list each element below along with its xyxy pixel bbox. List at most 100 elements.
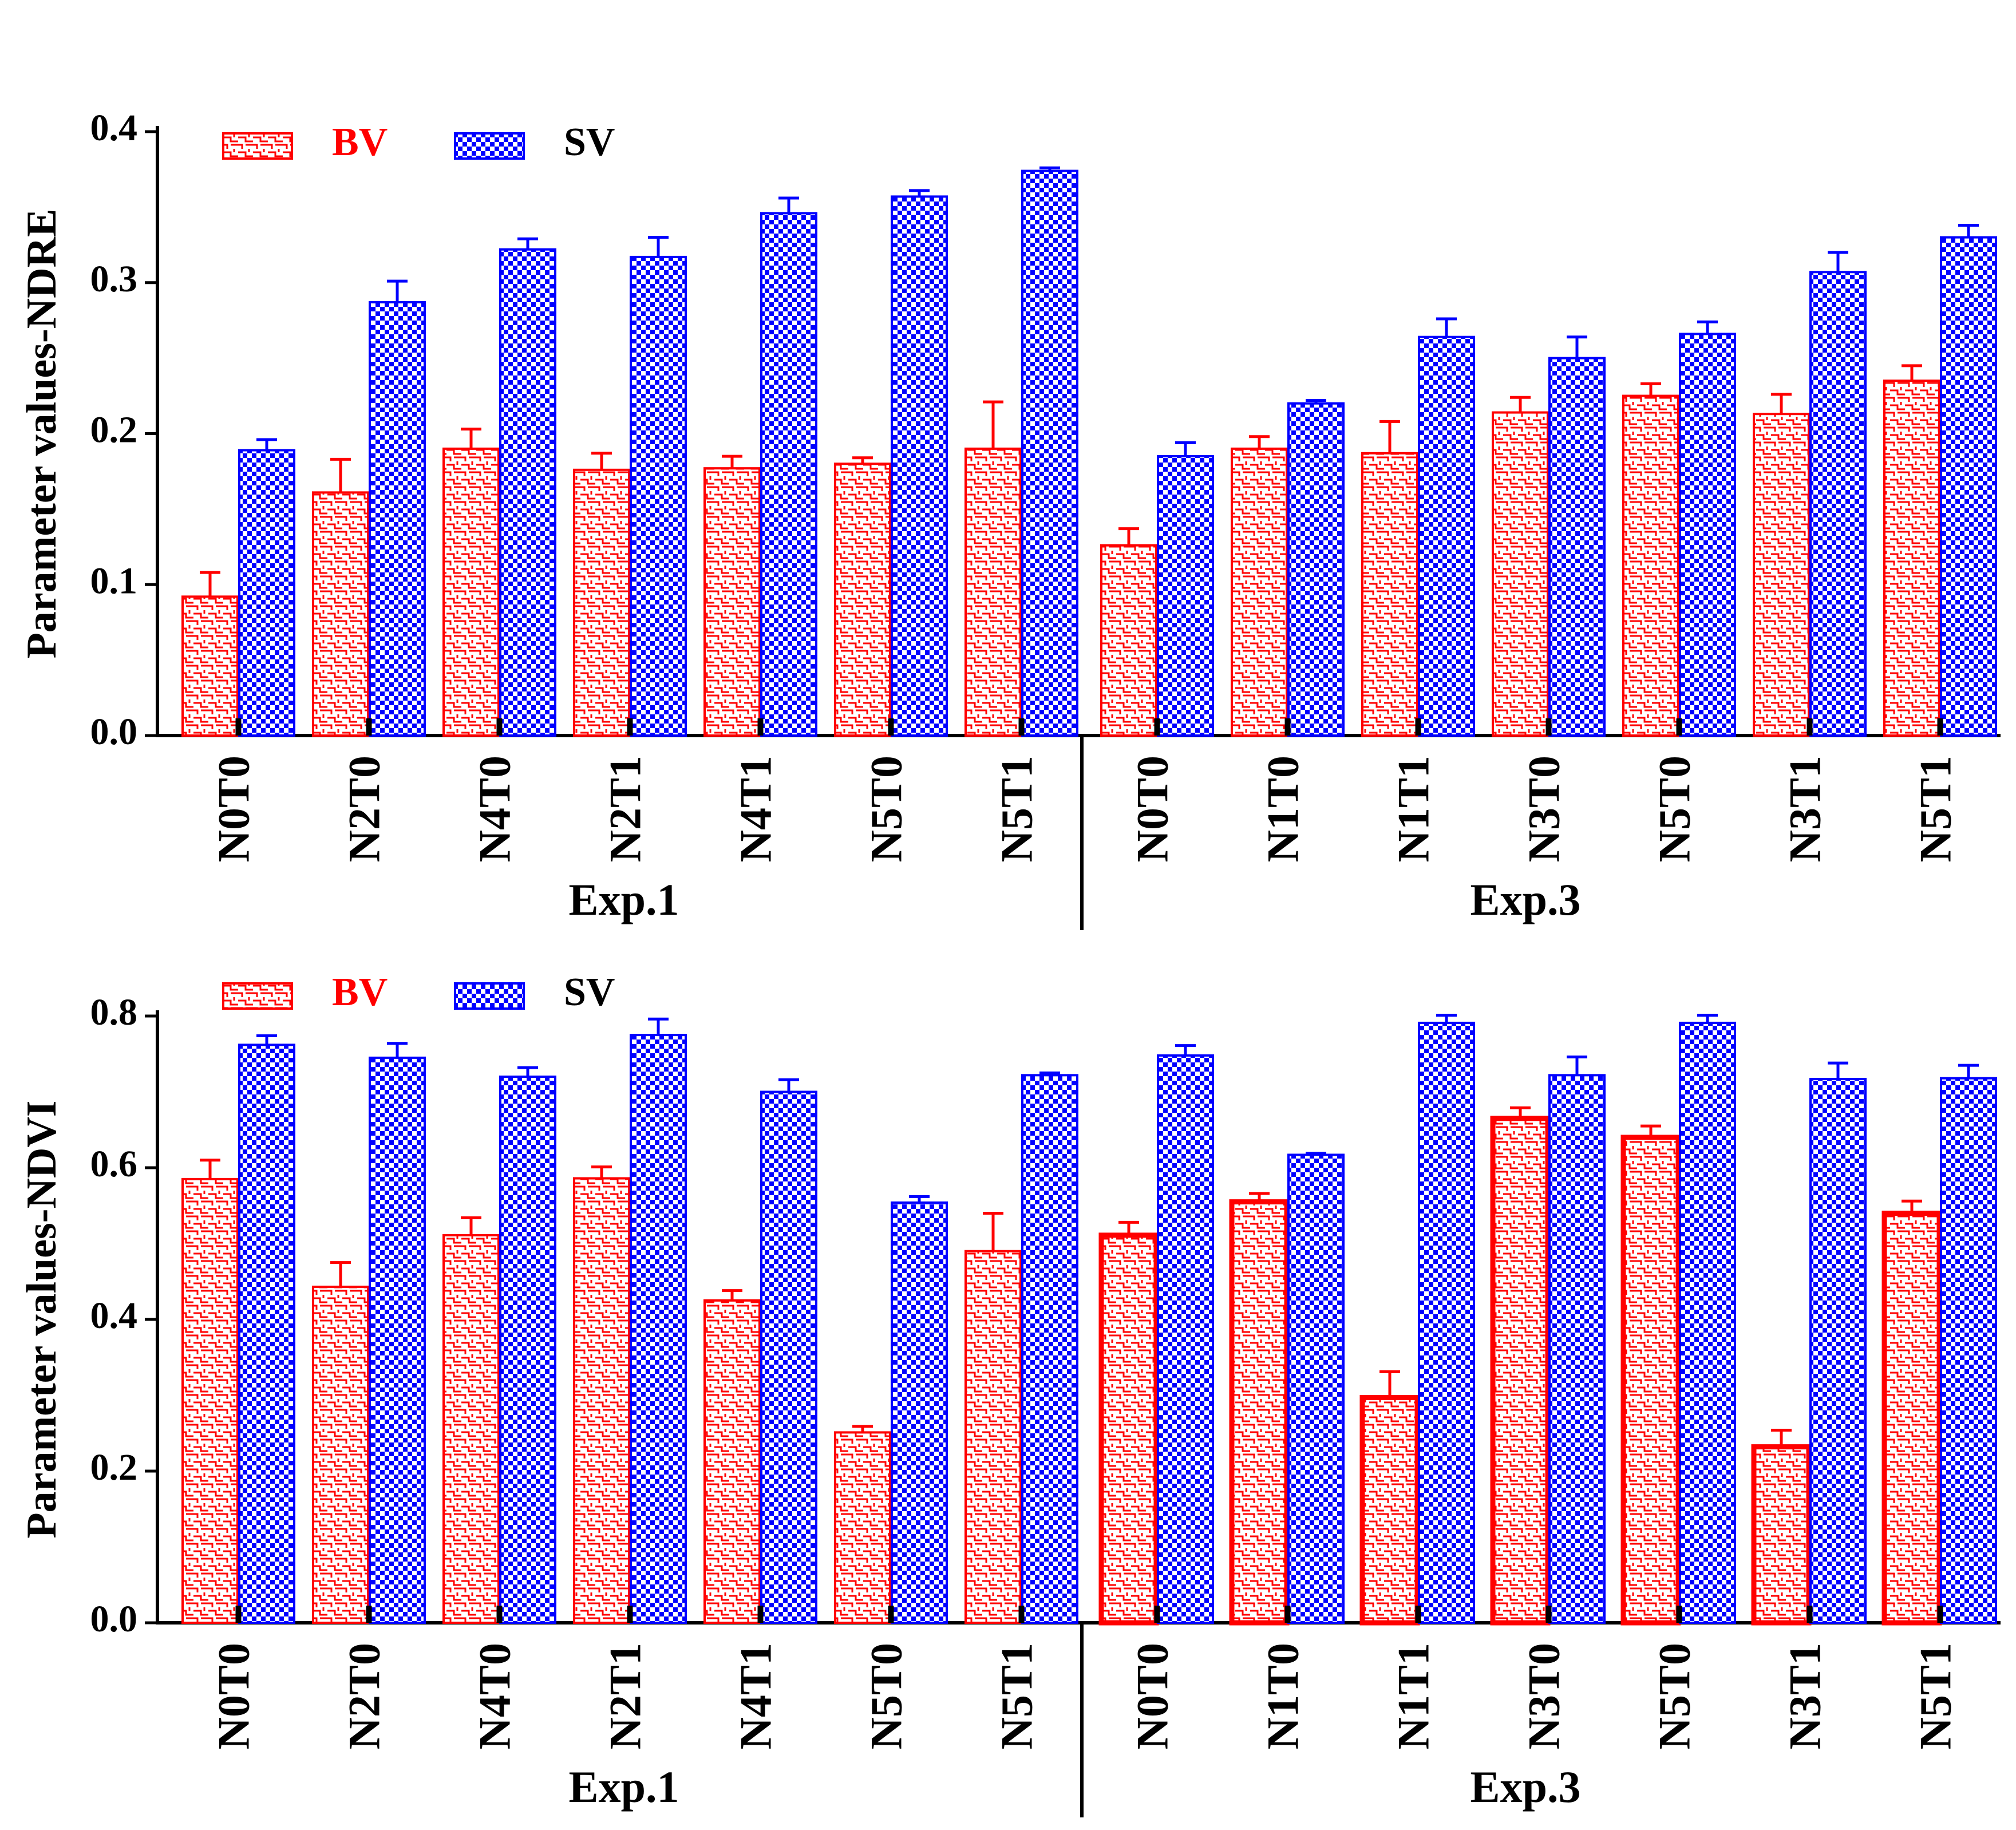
y-axis-label: Parameter values-NDVI	[18, 1100, 65, 1538]
bar-bv	[1620, 1135, 1681, 1626]
bar-sv	[499, 248, 556, 737]
bar-bv	[573, 468, 630, 737]
legend-swatch-sv	[454, 132, 525, 160]
bar-sv	[1157, 1054, 1214, 1624]
bar-sv	[1548, 357, 1606, 737]
category-label: N0T0	[208, 1643, 258, 1749]
bar-bv	[442, 1234, 500, 1625]
bar-sv	[1021, 169, 1078, 737]
bar-sv	[891, 1201, 948, 1624]
category-label: N4T1	[730, 756, 780, 862]
bar-sv	[1679, 333, 1736, 737]
y-tick-label: 0.2	[90, 409, 138, 451]
category-label: N0T0	[1127, 756, 1177, 862]
category-label: N5T0	[1649, 1643, 1699, 1749]
category-label: N5T1	[1910, 1643, 1960, 1749]
legend-swatch-bv	[222, 132, 293, 160]
legend-label-bv: BV	[332, 120, 388, 164]
bar-sv	[369, 301, 426, 737]
group-label: Exp.1	[569, 875, 679, 924]
bar-bv	[1361, 452, 1418, 737]
category-label: N5T0	[861, 756, 911, 862]
group-label: Exp.3	[1471, 875, 1581, 924]
legend-label-sv: SV	[564, 970, 615, 1014]
category-label: N1T1	[1388, 756, 1438, 862]
y-tick-label: 0.1	[90, 560, 138, 602]
category-label: N3T1	[1780, 756, 1829, 862]
bar-sv	[760, 1090, 817, 1624]
category-label: N5T1	[1910, 756, 1960, 862]
y-tick-label: 0.6	[90, 1143, 138, 1185]
bar-sv	[1287, 402, 1345, 737]
bar-bv	[964, 1250, 1022, 1624]
legend: BV SV	[222, 120, 615, 164]
bar-bv	[442, 447, 500, 737]
bar-bv	[1490, 1116, 1551, 1626]
bar-bv	[1753, 413, 1810, 737]
bar-bv	[703, 1299, 761, 1624]
bar-bv	[703, 467, 761, 737]
bar-bv	[1229, 1199, 1290, 1626]
category-label: N3T0	[1519, 756, 1568, 862]
y-tick-label: 0.4	[90, 1295, 138, 1337]
bar-sv	[1418, 335, 1475, 737]
category-label: N2T0	[339, 756, 389, 862]
category-label: N0T0	[1127, 1643, 1177, 1749]
bar-sv	[1157, 455, 1214, 737]
y-tick-label: 0.4	[90, 107, 138, 149]
bar-sv	[238, 449, 295, 737]
category-label: N3T1	[1780, 1643, 1829, 1749]
bar-sv	[630, 255, 687, 737]
bar-bv	[1100, 544, 1157, 737]
category-label: N1T0	[1258, 756, 1307, 862]
bar-bv	[1622, 394, 1679, 737]
category-label: N5T0	[1649, 756, 1699, 862]
bar-sv	[1287, 1153, 1345, 1624]
bar-bv	[181, 595, 239, 737]
bar-bv	[1359, 1394, 1420, 1626]
legend: BV SV	[222, 970, 615, 1014]
category-label: N1T1	[1388, 1643, 1438, 1749]
bar-sv	[891, 195, 948, 737]
legend-label-bv: BV	[332, 970, 388, 1014]
y-tick-label: 0.8	[90, 991, 138, 1033]
bar-sv	[760, 212, 817, 737]
ndvi-panel: Parameter values-NDVI 0.0 0.2 0.4 0.6 0.8 BV SV…	[18, 970, 2001, 1817]
legend-swatch-sv	[454, 982, 525, 1010]
bar-bv	[834, 463, 891, 737]
y-axis-label: Parameter values-NDRE	[18, 209, 65, 659]
category-label: N0T0	[208, 756, 258, 862]
bar-sv	[1021, 1074, 1078, 1624]
legend-swatch-bv	[222, 982, 293, 1010]
bar-bv	[964, 447, 1022, 737]
bar-sv	[1940, 236, 1997, 737]
bar-bv	[573, 1177, 630, 1625]
category-label: N5T1	[991, 756, 1041, 862]
y-tick-label: 0.2	[90, 1446, 138, 1488]
bar-sv	[238, 1044, 295, 1624]
bar-sv	[369, 1056, 426, 1624]
bar-bv	[1492, 411, 1549, 737]
category-label: N5T1	[991, 1643, 1041, 1749]
group-label: Exp.1	[569, 1762, 679, 1812]
category-label: N4T1	[730, 1643, 780, 1749]
category-label: N2T1	[600, 1643, 650, 1749]
bar-bv	[1883, 380, 1940, 737]
bar-bv	[181, 1177, 239, 1624]
y-tick-label: 0.0	[90, 1598, 138, 1640]
category-label: N4T0	[469, 1643, 519, 1749]
bar-bv	[312, 1286, 369, 1624]
ndre-panel: Parameter values-NDRE 0.0 0.1 0.2 0.3 0.4 BV SV…	[18, 107, 2001, 930]
bar-sv	[1940, 1077, 1997, 1624]
group-label: Exp.3	[1471, 1762, 1581, 1812]
bar-sv	[1418, 1021, 1475, 1624]
bar-bv	[1231, 447, 1288, 737]
bar-sv	[1679, 1021, 1736, 1624]
category-label: N2T1	[600, 756, 650, 862]
bar-sv	[630, 1034, 687, 1624]
bar-sv	[1809, 1077, 1867, 1624]
bar-bv	[1098, 1232, 1159, 1626]
category-label: N2T0	[339, 1643, 389, 1749]
legend-label-sv: SV	[564, 120, 615, 164]
